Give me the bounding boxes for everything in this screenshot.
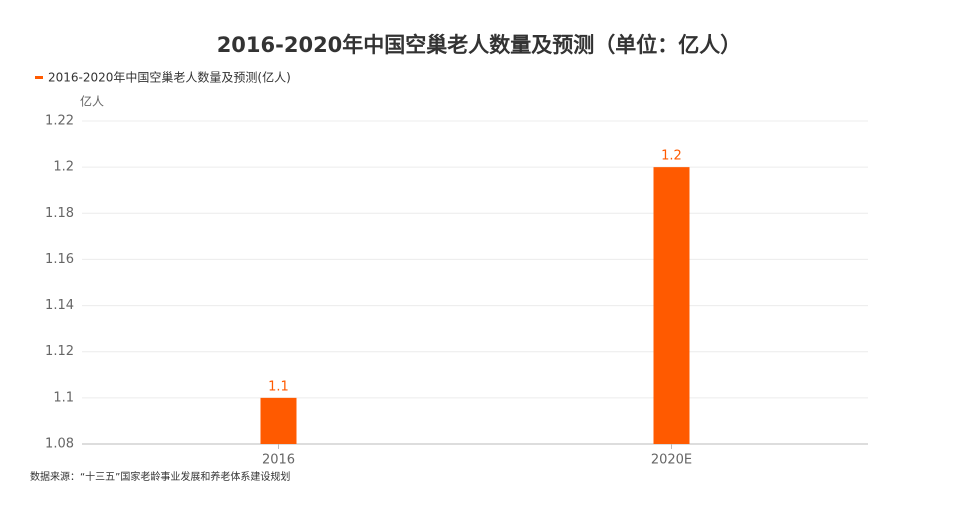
y-tick-label: 1.2 bbox=[53, 160, 74, 175]
x-tick-label: 2020E bbox=[651, 453, 692, 468]
bar bbox=[260, 397, 297, 444]
y-tick-label: 1.16 bbox=[45, 252, 74, 267]
source-note: 数据来源：“十三五”国家老龄事业发展和养老体系建设规划 bbox=[30, 470, 290, 483]
legend-swatch bbox=[35, 76, 43, 79]
y-tick-label: 1.14 bbox=[45, 298, 74, 313]
data-label: 1.1 bbox=[268, 379, 289, 394]
y-tick-label: 1.08 bbox=[45, 437, 74, 452]
data-label: 1.2 bbox=[661, 149, 682, 164]
legend-label: 2016-2020年中国空巢老人数量及预测(亿人) bbox=[48, 70, 291, 85]
y-tick-label: 1.12 bbox=[45, 344, 74, 359]
x-tick-label: 2016 bbox=[262, 453, 295, 468]
y-axis-label: 亿人 bbox=[80, 94, 104, 109]
y-tick-label: 1.22 bbox=[45, 114, 74, 129]
y-tick-label: 1.1 bbox=[53, 390, 74, 405]
chart-title: 2016-2020年中国空巢老人数量及预测（单位：亿人） bbox=[217, 33, 742, 57]
y-tick-label: 1.18 bbox=[45, 206, 74, 221]
bar bbox=[653, 167, 690, 444]
